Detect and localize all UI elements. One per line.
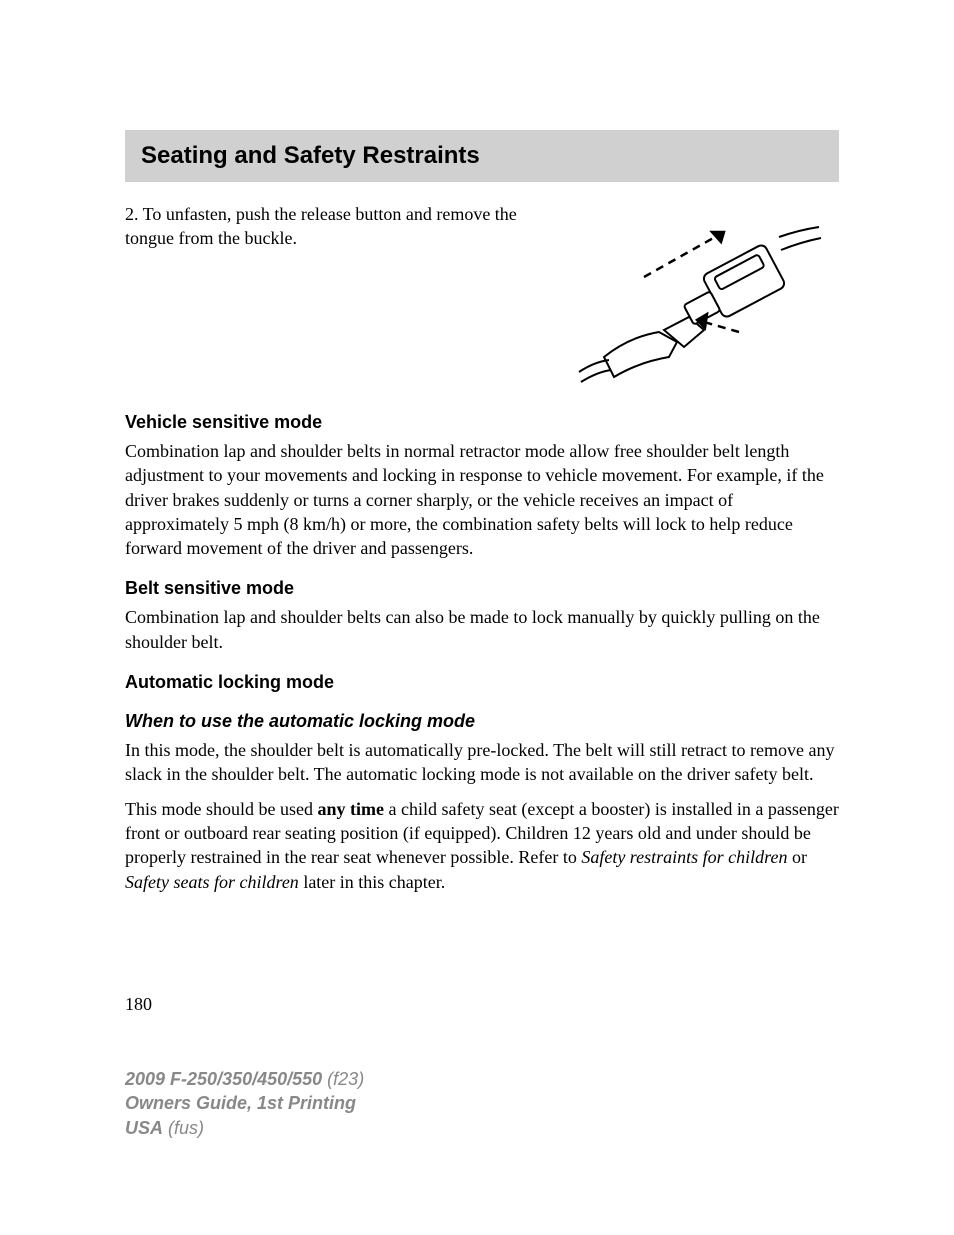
document-page: Seating and Safety Restraints 2. To unfa… [0,0,954,1235]
seatbelt-buckle-illustration [569,202,829,392]
illustration-container [559,202,839,392]
footer-l1-bold: 2009 F-250/350/450/550 [125,1069,322,1089]
heading-belt-sensitive: Belt sensitive mode [125,578,839,599]
p4-seg-g: later in this chapter. [299,872,445,892]
page-number: 180 [125,994,839,1015]
para-auto-locking-1: In this mode, the shoulder belt is autom… [125,738,839,787]
step-row: 2. To unfasten, push the release button … [125,202,839,392]
section-header-bar: Seating and Safety Restraints [125,130,839,182]
footer-l2-bold: Owners Guide, 1st Printing [125,1093,356,1113]
para-belt-sensitive: Combination lap and shoulder belts can a… [125,605,839,654]
footer-l3-italic: (fus) [163,1118,204,1138]
p4-seg-italic-1: Safety restraints for children [581,847,787,867]
footer-line-2: Owners Guide, 1st Printing [125,1091,364,1115]
footer-line-1: 2009 F-250/350/450/550 (f23) [125,1067,364,1091]
heading-when-to-use: When to use the automatic locking mode [125,711,839,732]
footer-line-3: USA (fus) [125,1116,364,1140]
p4-seg-e: or [787,847,807,867]
step-text: 2. To unfasten, push the release button … [125,202,539,251]
footer-l3-bold: USA [125,1118,163,1138]
para-vehicle-sensitive: Combination lap and shoulder belts in no… [125,439,839,560]
heading-automatic-locking: Automatic locking mode [125,672,839,693]
p4-seg-italic-2: Safety seats for children [125,872,299,892]
heading-vehicle-sensitive: Vehicle sensitive mode [125,412,839,433]
p4-seg-a: This mode should be used [125,799,317,819]
para-auto-locking-2: This mode should be used any time a chil… [125,797,839,894]
section-header-title: Seating and Safety Restraints [141,142,823,170]
footer: 2009 F-250/350/450/550 (f23) Owners Guid… [125,1067,364,1140]
p4-seg-bold: any time [317,799,384,819]
footer-l1-italic: (f23) [322,1069,364,1089]
